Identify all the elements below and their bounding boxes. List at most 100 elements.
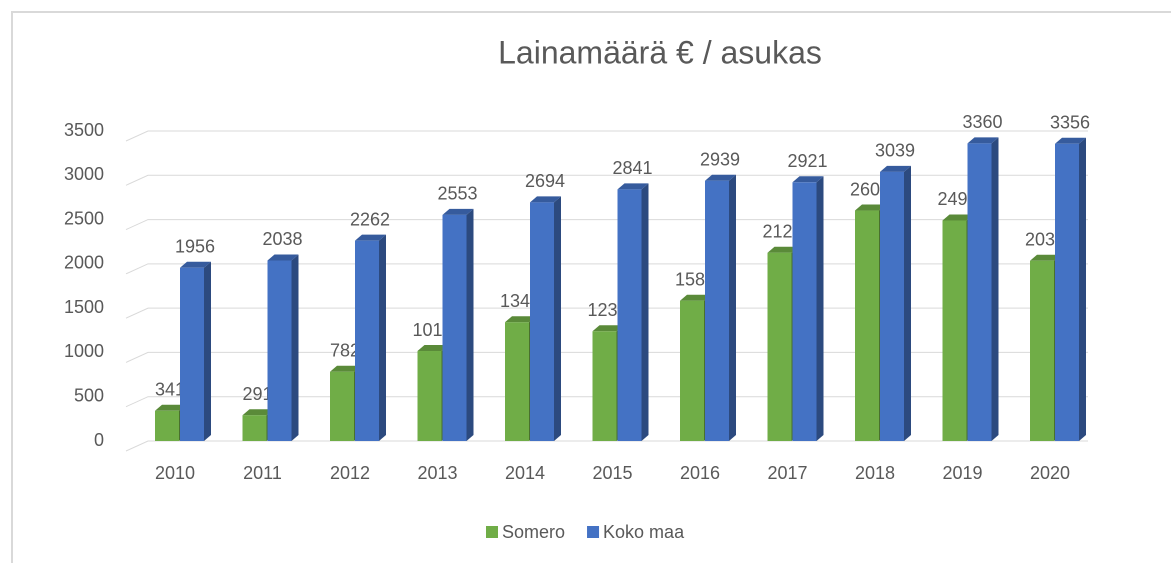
data-label: 291	[242, 384, 272, 404]
data-label: 2841	[612, 158, 652, 178]
bar-side	[729, 174, 736, 441]
bar-front	[592, 331, 617, 441]
x-tick-label: 2012	[330, 463, 370, 483]
x-tick-label: 2013	[417, 463, 457, 483]
bar-side	[816, 176, 824, 442]
grid-line	[125, 440, 1088, 452]
chart-border	[11, 11, 1171, 563]
bar	[617, 183, 649, 441]
bar-front	[330, 371, 354, 441]
bar-front	[855, 210, 879, 441]
bar-top	[442, 208, 474, 215]
grid-line	[125, 219, 1088, 231]
bar-front	[242, 415, 267, 441]
chart-title: Lainamäärä € / asukas	[498, 34, 822, 70]
bar	[1055, 137, 1086, 442]
bar-front	[967, 143, 992, 441]
bar-side	[991, 137, 999, 441]
y-tick-label: 3500	[64, 120, 104, 140]
legend-label: Koko maa	[603, 522, 685, 542]
bar-top	[267, 254, 299, 261]
bar-front	[617, 189, 642, 441]
data-label: 341	[155, 380, 185, 400]
y-tick-label: 2000	[64, 253, 104, 273]
bar-side	[466, 208, 474, 441]
data-label: 3039	[875, 141, 915, 161]
bar-front	[1030, 260, 1054, 441]
y-tick-label: 1000	[64, 341, 104, 361]
bar-top	[592, 325, 624, 332]
legend-label: Somero	[502, 522, 565, 542]
bar-front	[355, 240, 379, 441]
bar-top	[155, 404, 186, 411]
bar	[792, 176, 824, 442]
data-label: 2038	[262, 229, 302, 249]
bar-top	[242, 409, 274, 416]
bar-front	[705, 180, 729, 441]
bar-top	[792, 176, 824, 183]
y-tick-label: 500	[74, 385, 104, 405]
bar-top	[767, 246, 799, 253]
bar-front	[1055, 143, 1079, 442]
bar-front	[442, 214, 467, 441]
bar-top	[355, 234, 386, 241]
bar-front	[505, 322, 529, 441]
x-tick-label: 2019	[942, 463, 982, 483]
bar	[442, 208, 474, 441]
bar	[880, 165, 911, 442]
bar-top	[942, 214, 974, 221]
bar-front	[792, 182, 817, 442]
bar-side	[904, 165, 911, 442]
bar	[530, 196, 561, 441]
x-tick-label: 2018	[855, 463, 895, 483]
grid-line	[125, 130, 1088, 142]
bar-top	[1055, 137, 1086, 144]
bar-top	[530, 196, 561, 203]
bar-front	[180, 267, 204, 441]
bar	[705, 174, 736, 441]
y-tick-label: 3000	[64, 164, 104, 184]
bar-top	[330, 365, 361, 372]
bar-side	[641, 183, 649, 441]
bar-front	[680, 300, 704, 441]
bar-side	[291, 254, 299, 441]
bar-top	[617, 183, 649, 190]
bar-top	[1030, 254, 1061, 261]
bar-top	[880, 165, 911, 172]
bar-top	[705, 174, 736, 181]
bar	[355, 234, 386, 441]
bar-front	[767, 252, 792, 441]
bar-top	[505, 316, 536, 323]
bar-top	[680, 294, 711, 301]
data-label: 1956	[175, 237, 215, 257]
y-tick-label: 2500	[64, 208, 104, 228]
x-tick-label: 2015	[592, 463, 632, 483]
y-tick-label: 0	[94, 430, 104, 450]
bar-front	[417, 351, 442, 441]
legend-swatch	[486, 526, 498, 538]
bar-front	[942, 220, 967, 441]
x-tick-label: 2016	[680, 463, 720, 483]
grid-line	[125, 174, 1088, 186]
data-label: 782	[330, 340, 360, 360]
bar-side	[379, 234, 386, 441]
bar-front	[155, 410, 179, 441]
data-label: 2553	[437, 184, 477, 204]
bar-top	[855, 204, 886, 211]
bar	[267, 254, 299, 441]
bar-side	[554, 196, 561, 441]
bar-side	[204, 261, 211, 441]
legend-swatch	[587, 526, 600, 538]
bar-top	[180, 261, 211, 268]
x-tick-label: 2010	[155, 463, 195, 483]
data-label: 2694	[525, 171, 565, 191]
x-tick-label: 2011	[243, 463, 282, 483]
bar	[180, 261, 211, 441]
data-label: 2939	[700, 149, 740, 169]
x-tick-label: 2014	[505, 463, 545, 483]
data-label: 3356	[1050, 113, 1090, 133]
x-tick-label: 2020	[1030, 463, 1070, 483]
bar-front	[267, 260, 292, 441]
bar-side	[1079, 137, 1086, 442]
